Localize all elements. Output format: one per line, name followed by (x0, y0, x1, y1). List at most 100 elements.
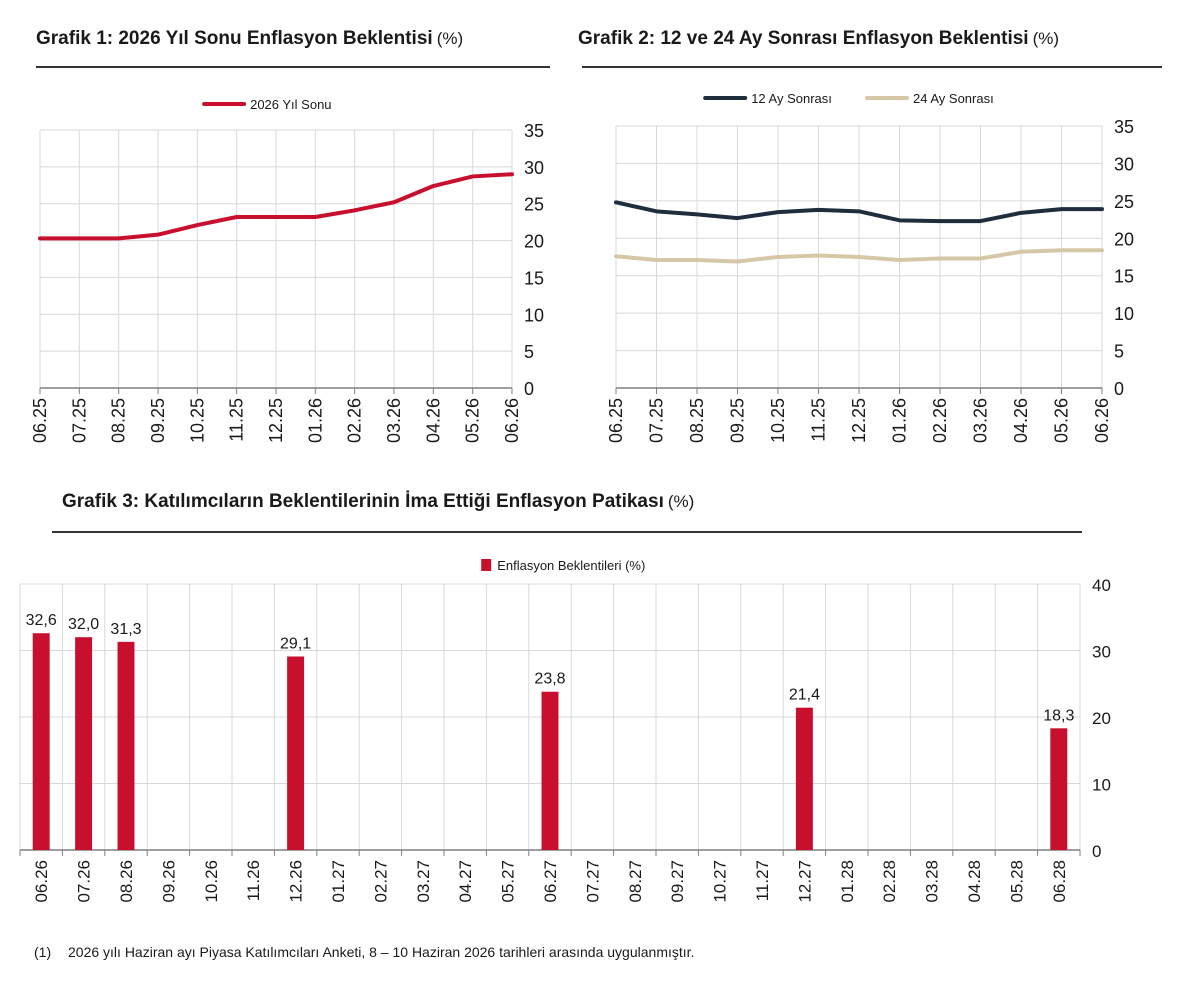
chart1-title-rule (36, 66, 550, 68)
chart2-xtick-label: 05.26 (1052, 398, 1072, 443)
chart2-xtick-label: 09.25 (728, 398, 748, 443)
footnote-text: 2026 yılı Haziran ayı Piyasa Katılımcıla… (68, 944, 695, 960)
chart2-xtick-label: 04.26 (1011, 398, 1031, 443)
chart3-bar (1050, 728, 1068, 850)
chart3-title-text: Grafik 3: Katılımcıların Beklentilerinin… (62, 491, 664, 512)
chart3-bar-value-label: 18,3 (1043, 707, 1074, 724)
chart3-xtick-label: 07.26 (75, 860, 94, 903)
chart1-title: Grafik 1: 2026 Yıl Sonu Enflasyon Beklen… (36, 28, 463, 50)
chart3-ytick-label: 10 (1092, 776, 1111, 795)
chart1-xtick-label: 03.26 (384, 398, 404, 443)
chart3-title-unit: (%) (667, 492, 695, 511)
chart3-bar (117, 641, 135, 850)
chart3-xtick-label: 09.26 (159, 860, 178, 903)
chart3-bar (32, 633, 50, 850)
chart1-xtick-label: 10.25 (187, 398, 207, 443)
chart1-xtick-label: 06.25 (30, 398, 50, 443)
chart3-xtick-label: 08.27 (626, 860, 645, 903)
chart3-xtick-label: 08.26 (117, 860, 136, 903)
chart1-legend-label: 2026 Yıl Sonu (250, 97, 331, 112)
chart3-bar (287, 656, 305, 850)
chart3-xtick-label: 11.27 (753, 860, 772, 901)
chart1-ytick-label: 15 (524, 268, 544, 288)
chart1-series-line (38, 172, 514, 241)
chart2-xtick-label: 03.26 (971, 398, 991, 443)
chart1-xtick-label: 08.25 (109, 398, 129, 443)
chart3-xtick-label: 03.28 (923, 860, 942, 903)
chart3-title-rule (52, 531, 1082, 533)
chart3-xtick-label: 02.28 (880, 860, 899, 903)
chart3-xtick-label: 06.26 (32, 860, 51, 903)
chart2-xtick-label: 11.25 (809, 398, 829, 442)
chart2-ytick-label: 0 (1114, 379, 1124, 399)
chart2-title: Grafik 2: 12 ve 24 Ay Sonrası Enflasyon … (578, 28, 1059, 50)
chart2-legend-label: 12 Ay Sonrası (751, 91, 832, 106)
chart2-ytick-label: 10 (1114, 304, 1134, 324)
chart2-xtick-label: 12.25 (849, 398, 869, 443)
chart3-xtick-label: 04.27 (456, 860, 475, 903)
chart3-xtick-label: 01.27 (329, 860, 348, 903)
chart1-xtick-label: 05.26 (463, 398, 483, 443)
footnote-number: (1) (34, 944, 52, 960)
chart1-xtick-label: 06.26 (502, 398, 522, 443)
chart3-xtick-label: 09.27 (668, 860, 687, 903)
chart3-legend-label: Enflasyon Beklentileri (%) (497, 558, 645, 573)
chart3-bar (75, 637, 93, 850)
chart3-xtick-label: 03.27 (414, 860, 433, 903)
chart1-xtick-label: 12.25 (266, 398, 286, 443)
chart1-xtick-label: 02.26 (345, 398, 365, 443)
chart1-ytick-label: 20 (524, 232, 544, 252)
chart3-xtick-label: 10.27 (711, 860, 730, 903)
chart1-title-text: Grafik 1: 2026 Yıl Sonu Enflasyon Beklen… (36, 28, 433, 49)
chart3-xtick-label: 06.27 (541, 860, 560, 903)
chart2-ytick-label: 30 (1114, 154, 1134, 174)
chart3-xtick-label: 02.27 (371, 860, 390, 903)
chart2-xtick-label: 06.25 (606, 398, 626, 443)
chart3-xtick-label: 07.27 (583, 860, 602, 903)
chart1-ytick-label: 35 (524, 121, 544, 141)
chart1-xtick-label: 09.25 (148, 398, 168, 443)
chart1-ytick-label: 30 (524, 158, 544, 178)
chart2-xtick-label: 08.25 (687, 398, 707, 443)
chart2-title-rule (582, 66, 1162, 68)
chart3-bar (795, 707, 813, 850)
chart2-ytick-label: 15 (1114, 267, 1134, 287)
chart2-xtick-label: 01.26 (890, 398, 910, 443)
chart3-bar-value-label: 29,1 (280, 635, 311, 652)
chart3-xtick-label: 10.26 (202, 860, 221, 903)
chart1-title-unit: (%) (436, 29, 464, 48)
chart2-series-line (614, 248, 1104, 264)
footnote: (1) 2026 yılı Haziran ayı Piyasa Katılımc… (34, 944, 694, 960)
chart1-xtick-label: 04.26 (423, 398, 443, 443)
chart1-xtick-label: 01.26 (305, 398, 325, 443)
chart3-xtick-label: 12.26 (287, 860, 306, 903)
chart2-xtick-label: 02.26 (930, 398, 950, 443)
chart3-xtick-label: 11.26 (244, 860, 263, 901)
chart3-ytick-label: 40 (1092, 576, 1111, 595)
chart3-bar-value-label: 31,3 (110, 621, 141, 638)
chart2-legend-label: 24 Ay Sonrası (913, 91, 994, 106)
chart2-ytick-label: 20 (1114, 229, 1134, 249)
chart3-xtick-label: 06.28 (1050, 860, 1069, 903)
chart3-xtick-label: 01.28 (838, 860, 857, 903)
chart1-xtick-label: 11.25 (227, 398, 247, 442)
chart1-ytick-label: 5 (524, 342, 534, 362)
chart3-xtick-label: 04.28 (965, 860, 984, 903)
chart3-bar (541, 691, 559, 850)
chart2-series-line (614, 200, 1104, 224)
chart3-xtick-label: 05.28 (1007, 860, 1026, 903)
chart3-bar-value-label: 32,6 (26, 612, 57, 629)
chart3-xtick-label: 12.27 (795, 860, 814, 903)
chart3-legend-swatch (481, 559, 492, 571)
chart3-ytick-label: 0 (1092, 842, 1101, 861)
chart1-ytick-label: 10 (524, 305, 544, 325)
chart1-ytick-label: 25 (524, 195, 544, 215)
chart2-ytick-label: 5 (1114, 342, 1124, 362)
chart3-ytick-label: 30 (1092, 643, 1111, 662)
chart2-xtick-label: 06.26 (1092, 398, 1112, 443)
chart3-bar-value-label: 23,8 (534, 671, 565, 688)
chart2-title-text: Grafik 2: 12 ve 24 Ay Sonrası Enflasyon … (578, 28, 1029, 49)
chart3-bar-value-label: 32,0 (68, 616, 99, 633)
chart3-title: Grafik 3: Katılımcıların Beklentilerinin… (62, 491, 694, 513)
